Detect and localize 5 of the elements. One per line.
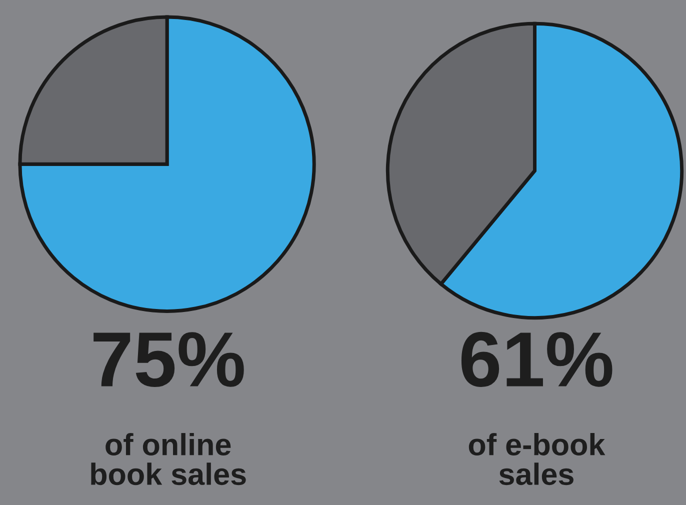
data-label: 61% xyxy=(461,332,612,388)
pie-slice xyxy=(18,15,316,313)
text: of e-book sales xyxy=(468,433,606,486)
text: of online book sales xyxy=(91,433,246,486)
data-label: 75% xyxy=(94,332,244,388)
